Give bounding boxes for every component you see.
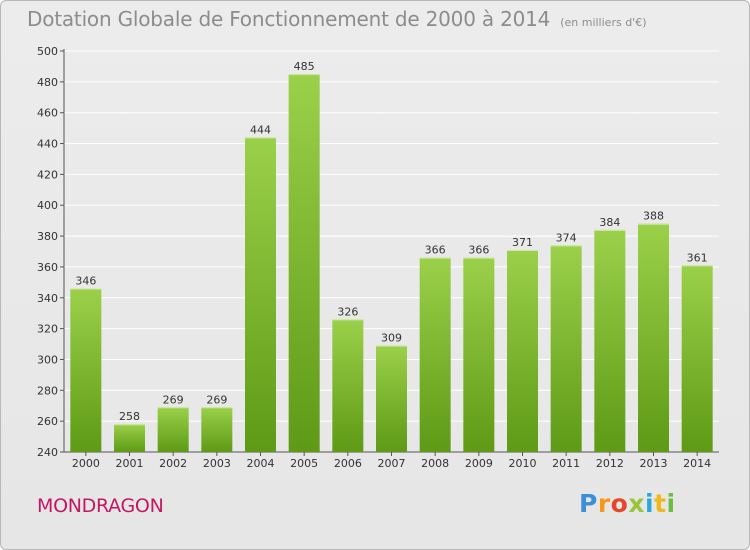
data-label: 258 [119, 410, 140, 423]
x-tick-label: 2002 [159, 457, 187, 470]
logo-letter: i [645, 489, 655, 518]
bar-2004 [245, 137, 276, 452]
y-tick-label: 260 [37, 415, 58, 428]
x-tick-label: 2000 [72, 457, 100, 470]
x-tick-label: 2009 [465, 457, 493, 470]
bar-2009 [463, 257, 495, 452]
bar-2002 [157, 407, 189, 452]
x-tick-label: 2013 [640, 457, 668, 470]
chart-title-text: Dotation Globale de Fonctionnement de 20… [27, 7, 551, 31]
data-label: 361 [687, 251, 708, 264]
commune-name: MONDRAGON [37, 495, 164, 517]
bar-2011 [550, 245, 582, 452]
data-label: 444 [250, 123, 271, 136]
x-tick-label: 2011 [552, 457, 580, 470]
x-tick-label: 2001 [116, 457, 144, 470]
bar-2005 [288, 74, 320, 452]
data-label: 366 [468, 244, 489, 257]
data-label: 346 [75, 275, 96, 288]
y-tick-label: 440 [37, 138, 58, 151]
y-tick-label: 460 [37, 107, 58, 120]
bar-2007 [376, 345, 407, 452]
y-tick-label: 500 [37, 45, 58, 58]
bar-2000 [70, 288, 102, 452]
labels: 240 260 280 300 320 340 360 380 400 420 440 460 480 5… [37, 45, 711, 470]
y-tick-label: 420 [37, 168, 58, 181]
chart-title: Dotation Globale de Fonctionnement de 20… [27, 7, 646, 31]
bar-2014 [681, 265, 713, 452]
data-label: 366 [425, 244, 446, 257]
bar-2003 [201, 407, 233, 452]
y-tick-label: 280 [37, 384, 58, 397]
data-label: 384 [599, 216, 620, 229]
x-tick-label: 2014 [683, 457, 711, 470]
bar-2013 [638, 223, 669, 452]
proxiti-logo: Proxiti [579, 489, 676, 518]
logo-letter: x [628, 489, 645, 518]
x-tick-label: 2003 [203, 457, 231, 470]
chart-unit: (en milliers d'€) [560, 16, 647, 29]
x-tick-label: 2012 [596, 457, 624, 470]
logo-letter: i [666, 489, 676, 518]
x-tick-label: 2010 [509, 457, 537, 470]
y-tick-label: 360 [37, 261, 58, 274]
logo-letter: P [579, 489, 598, 518]
y-tick-label: 480 [37, 76, 58, 89]
data-label: 374 [556, 231, 577, 244]
data-label: 269 [206, 393, 227, 406]
logo-letter: t [654, 489, 667, 518]
y-tick-label: 380 [37, 230, 58, 243]
y-tick-label: 320 [37, 323, 58, 336]
logo-letter: o [610, 489, 629, 518]
x-tick-label: 2008 [421, 457, 449, 470]
logo-letter: r [597, 489, 611, 518]
bar-2012 [594, 229, 626, 452]
data-label: 326 [337, 305, 358, 318]
x-tick-label: 2005 [290, 457, 318, 470]
y-tick-label: 400 [37, 199, 58, 212]
bar-2010 [507, 249, 538, 452]
x-tick-label: 2004 [247, 457, 275, 470]
data-label: 309 [381, 332, 402, 345]
data-label: 388 [643, 210, 664, 223]
bar-2001 [114, 424, 145, 452]
x-tick-label: 2006 [334, 457, 362, 470]
data-label: 485 [294, 60, 315, 73]
y-tick-label: 240 [37, 446, 58, 459]
data-label: 269 [163, 393, 184, 406]
y-tick-label: 300 [37, 353, 58, 366]
data-label: 371 [512, 236, 533, 249]
y-tick-label: 340 [37, 292, 58, 305]
bars [70, 74, 713, 452]
x-tick-label: 2007 [378, 457, 406, 470]
bar-2008 [419, 257, 451, 452]
bar-2006 [332, 319, 364, 452]
